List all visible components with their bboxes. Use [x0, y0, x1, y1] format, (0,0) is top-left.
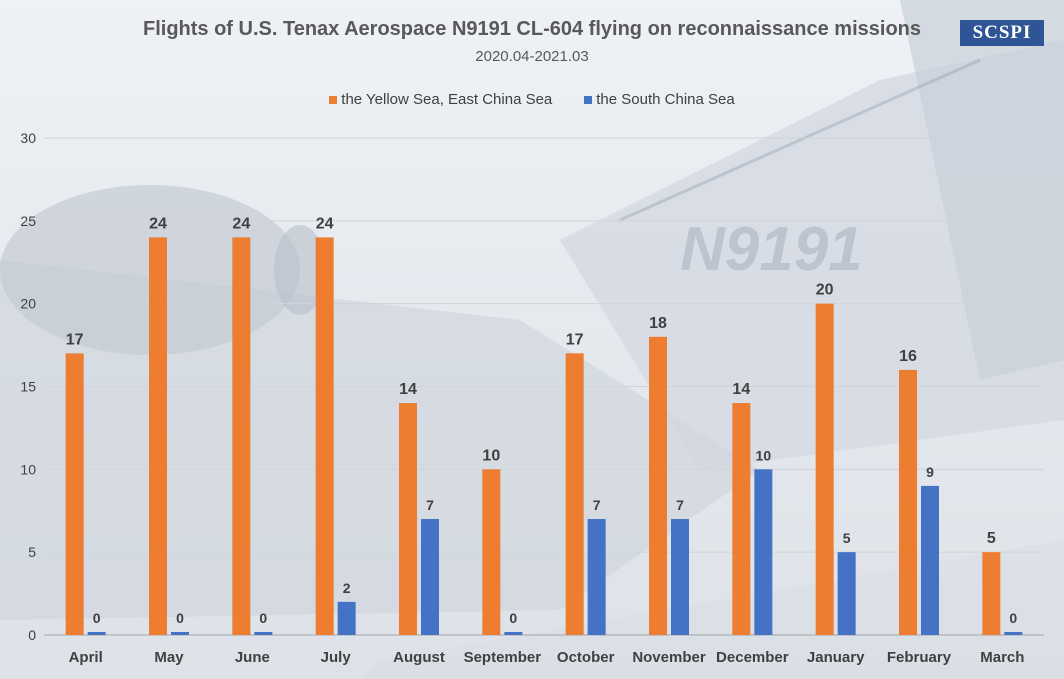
data-label: 0: [93, 610, 101, 626]
bar-series2: [837, 552, 856, 635]
data-label: 7: [676, 497, 684, 513]
data-label: 0: [1009, 610, 1017, 626]
x-tick-label: November: [632, 649, 706, 666]
x-tick-label: July: [321, 649, 352, 666]
data-label: 14: [399, 381, 417, 398]
data-label: 24: [149, 215, 167, 232]
chart-title: Flights of U.S. Tenax Aerospace N9191 CL…: [142, 18, 922, 40]
bar-series1: [565, 353, 584, 635]
x-tick-label: February: [887, 649, 952, 666]
y-tick-label: 10: [20, 461, 36, 477]
scspi-logo: SCSPI: [960, 20, 1044, 46]
bar-series1: [815, 303, 834, 635]
chart-subtitle: 2020.04-2021.03: [475, 48, 589, 65]
x-tick-label: June: [235, 649, 270, 666]
bar-series1: [315, 237, 334, 635]
data-label: 20: [816, 282, 834, 299]
bar-series1: [732, 403, 751, 635]
bar-series1: [65, 353, 84, 635]
data-label: 16: [899, 348, 917, 365]
data-label: 17: [566, 331, 584, 348]
x-tick-label: December: [716, 649, 789, 666]
legend-label-series1: the Yellow Sea, East China Sea: [341, 91, 553, 108]
bar-series2: [671, 519, 689, 635]
y-tick-label: 15: [20, 379, 36, 395]
bar-series2: [1004, 632, 1023, 635]
data-label: 24: [232, 215, 250, 232]
bar-series2: [504, 632, 523, 635]
bar-series2: [87, 632, 106, 635]
bar-series2: [171, 632, 189, 635]
data-label: 10: [756, 447, 772, 463]
bar-series1: [649, 336, 667, 635]
y-tick-label: 5: [28, 544, 36, 560]
chart-legend: the Yellow Sea, East China Sea the South…: [0, 91, 1064, 108]
bar-series1: [982, 552, 1001, 635]
y-tick-label: 25: [20, 213, 36, 229]
data-label: 24: [316, 215, 334, 232]
bar-series1: [899, 369, 917, 635]
x-tick-label: August: [393, 649, 445, 666]
y-tick-label: 20: [20, 296, 36, 312]
data-label: 7: [426, 497, 434, 513]
data-label: 9: [926, 464, 934, 480]
legend-item-series1: the Yellow Sea, East China Sea: [329, 91, 552, 108]
data-label: 0: [176, 610, 184, 626]
bar-series2: [254, 632, 273, 635]
bar-series2: [421, 519, 439, 635]
data-label: 14: [732, 381, 750, 398]
bar-series1: [399, 403, 417, 635]
x-tick-label: May: [154, 649, 184, 666]
x-tick-label: January: [807, 649, 865, 666]
legend-item-series2: the South China Sea: [584, 91, 735, 108]
bar-series2: [921, 485, 939, 635]
x-tick-label: March: [980, 649, 1024, 666]
data-label: 10: [482, 447, 500, 464]
y-tick-label: 0: [28, 627, 36, 643]
legend-swatch-series2: [584, 95, 593, 104]
data-label: 5: [987, 530, 996, 547]
data-label: 0: [259, 610, 267, 626]
bar-series2: [337, 601, 356, 635]
data-label: 5: [843, 530, 851, 546]
x-tick-label: September: [464, 649, 542, 666]
bar-series1: [482, 469, 501, 635]
x-tick-label: October: [557, 649, 615, 666]
bar-series2: [754, 469, 773, 635]
data-label: 17: [66, 331, 84, 348]
y-tick-label: 30: [20, 130, 36, 146]
legend-swatch-series1: [329, 95, 338, 104]
x-tick-label: April: [69, 649, 103, 666]
data-label: 2: [343, 580, 351, 596]
bar-series1: [232, 237, 251, 635]
legend-label-series2: the South China Sea: [596, 91, 735, 108]
data-label: 18: [649, 315, 667, 332]
bar-series1: [149, 237, 167, 635]
data-label: 7: [593, 497, 601, 513]
tail-registration: N9191: [680, 215, 863, 284]
data-label: 0: [509, 610, 517, 626]
bar-series2: [587, 519, 606, 635]
